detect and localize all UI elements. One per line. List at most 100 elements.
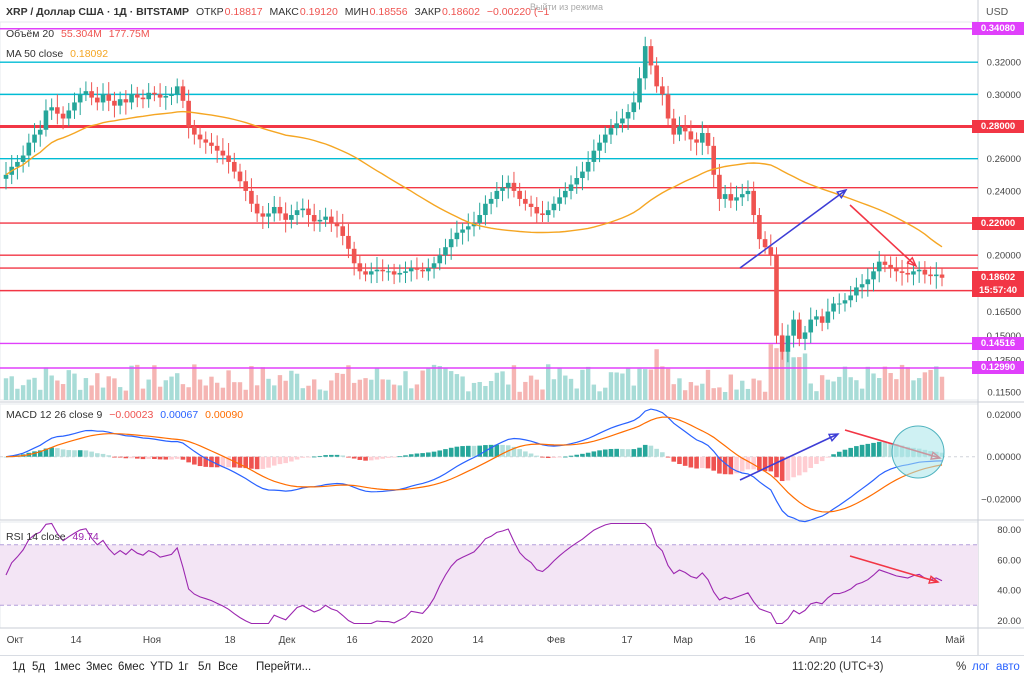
auto-toggle[interactable]: авто bbox=[996, 661, 1020, 673]
candle-body bbox=[688, 131, 694, 140]
candle-body bbox=[528, 203, 534, 207]
log-toggle[interactable]: лог bbox=[972, 661, 990, 673]
volume-bar bbox=[551, 379, 557, 400]
time-tick-label: 2020 bbox=[411, 635, 434, 646]
volume-bar bbox=[905, 367, 910, 400]
macd-hist-bar bbox=[271, 456, 277, 466]
candle-body bbox=[591, 150, 597, 162]
volume-bar bbox=[466, 391, 471, 400]
macd-hist-bar bbox=[711, 456, 717, 471]
candle-body bbox=[928, 274, 933, 277]
volume-bar bbox=[340, 373, 345, 400]
volume-bar bbox=[72, 373, 77, 400]
volume-bar bbox=[414, 384, 420, 400]
candle-body bbox=[129, 94, 134, 103]
ma-legend-value: 0.18092 bbox=[70, 48, 109, 60]
volume-legend-v2: 177.75M bbox=[108, 28, 150, 40]
percent-toggle[interactable]: % bbox=[956, 661, 967, 673]
volume-bar bbox=[928, 369, 933, 400]
rsi-tick-label: 60.00 bbox=[997, 555, 1021, 566]
macd-hist-bar bbox=[876, 441, 882, 457]
macd-hist-bar bbox=[323, 455, 328, 457]
candle-body bbox=[408, 268, 414, 272]
volume-bar bbox=[528, 375, 534, 400]
macd-hist-bar bbox=[220, 456, 226, 468]
volume-bar bbox=[38, 389, 43, 400]
high-value: 0.19120 bbox=[299, 6, 338, 18]
timeframe-1[interactable]: 5д bbox=[32, 661, 46, 673]
candle-body bbox=[83, 91, 89, 95]
volume-bar bbox=[254, 385, 260, 400]
volume-bar bbox=[140, 388, 146, 400]
rsi-line bbox=[5, 522, 943, 625]
volume-bar bbox=[369, 379, 374, 400]
candle-body bbox=[620, 118, 625, 124]
macd-hist-bar bbox=[523, 451, 528, 457]
macd-hist-bar bbox=[408, 454, 414, 457]
volume-bar bbox=[682, 390, 688, 400]
macd-hist-bar bbox=[95, 453, 100, 457]
volume-bar bbox=[705, 369, 711, 400]
rsi-tick-label: 20.00 bbox=[997, 616, 1021, 627]
candle-body bbox=[608, 128, 614, 135]
macd-hist-bar bbox=[3, 456, 9, 458]
candle-body bbox=[89, 91, 94, 98]
candle-body bbox=[231, 161, 237, 172]
candle-body bbox=[854, 287, 859, 296]
high-label: МАКС bbox=[269, 6, 299, 18]
chart-canvas[interactable]: 0.34080 0.32000 0.30000 0.28000 0.26000 0.240… bbox=[0, 0, 1024, 655]
candle-body bbox=[146, 92, 151, 100]
candle-body bbox=[180, 86, 186, 101]
candle-body bbox=[192, 126, 197, 135]
macd-hist-bar bbox=[791, 456, 796, 478]
timeframe-0[interactable]: 1д bbox=[12, 661, 26, 673]
candle-body bbox=[825, 311, 831, 323]
candle-body bbox=[734, 197, 739, 201]
volume-bar bbox=[574, 388, 579, 400]
macd-hist-bar bbox=[825, 456, 831, 458]
volume-bar bbox=[237, 382, 243, 400]
macd-hist-bar bbox=[254, 456, 260, 470]
macd-hist-bar bbox=[180, 456, 186, 460]
timeframe-7[interactable]: 5л bbox=[198, 661, 212, 673]
volume-bar bbox=[848, 377, 853, 400]
macd-hist-bar bbox=[699, 456, 705, 468]
time-tick-label: Мар bbox=[673, 635, 693, 646]
rsi-tick-label: 80.00 bbox=[997, 525, 1021, 536]
volume-bar bbox=[294, 373, 300, 400]
timeframe-5[interactable]: YTD bbox=[150, 661, 173, 673]
candle-body bbox=[112, 100, 117, 106]
timeframe-2[interactable]: 1мес bbox=[54, 661, 81, 673]
volume-bar bbox=[266, 378, 271, 400]
candle-body bbox=[15, 161, 20, 167]
volume-bar bbox=[711, 388, 716, 400]
volume-bar bbox=[163, 380, 169, 400]
macd-hist-bar bbox=[882, 441, 888, 457]
volume-bar bbox=[3, 378, 9, 400]
candle-body bbox=[249, 190, 254, 204]
candle-body bbox=[865, 279, 871, 285]
candle-body bbox=[677, 126, 682, 135]
time-tick-label: Ноя bbox=[143, 635, 161, 646]
volume-bar bbox=[728, 374, 734, 400]
volume-bar bbox=[83, 378, 89, 400]
volume-bar bbox=[226, 370, 231, 400]
timeframe-6[interactable]: 1г bbox=[178, 661, 189, 673]
volume-bar bbox=[768, 344, 773, 400]
candle-body bbox=[260, 213, 266, 217]
price-label: 0.34080 bbox=[972, 22, 1024, 36]
candle-body bbox=[534, 206, 540, 214]
timeframe-4[interactable]: 6мес bbox=[118, 661, 145, 673]
volume-bar bbox=[152, 365, 157, 400]
candle-body bbox=[283, 213, 288, 220]
candle-body bbox=[277, 206, 283, 214]
macd-hist-bar bbox=[431, 451, 437, 457]
timeframe-3[interactable]: 3мес bbox=[86, 661, 113, 673]
volume-bar bbox=[363, 378, 368, 400]
rsi-downtrend-arrow bbox=[849, 555, 939, 583]
timeframe-8[interactable]: Все bbox=[218, 661, 238, 673]
volume-bar bbox=[471, 382, 477, 400]
candle-body bbox=[580, 171, 585, 179]
goto-button[interactable]: Перейти... bbox=[256, 661, 312, 673]
rsi-downtrend-arrow-head bbox=[928, 575, 940, 584]
